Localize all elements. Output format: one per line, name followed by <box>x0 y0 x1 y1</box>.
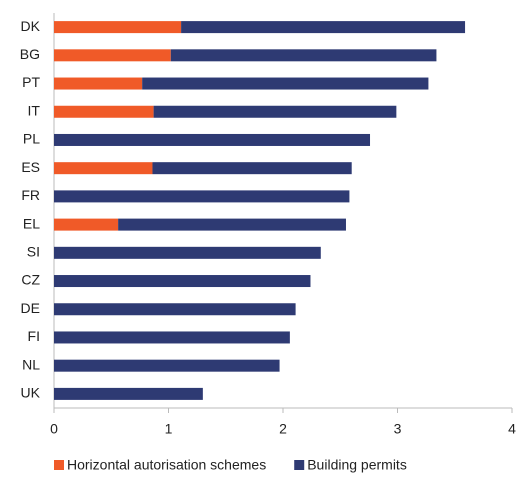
y-tick-label: NL <box>22 356 40 372</box>
x-tick-label: 3 <box>394 421 402 437</box>
bar-segment <box>54 246 321 259</box>
y-tick-label: CZ <box>21 272 40 288</box>
y-tick-label: EL <box>23 215 40 231</box>
bar-segment <box>54 190 350 203</box>
bar-segment <box>142 77 429 90</box>
x-tick-label: 4 <box>508 421 516 437</box>
y-tick-label: FI <box>28 328 40 344</box>
y-tick-label: IT <box>28 102 41 118</box>
bar-segment <box>54 359 280 372</box>
legend-label: Horizontal autorisation schemes <box>67 457 266 473</box>
bar-segment <box>54 331 290 344</box>
y-tick-label: ES <box>21 159 40 175</box>
bar-segment <box>152 162 352 175</box>
bar-segment <box>54 133 371 146</box>
bar-segment <box>54 105 154 118</box>
bar-segment <box>54 77 143 90</box>
x-tick-label: 1 <box>165 421 173 437</box>
bar-segment <box>170 49 437 62</box>
legend-swatch <box>294 460 305 470</box>
legend-swatch <box>54 460 64 470</box>
y-tick-label: UK <box>21 385 41 401</box>
x-tick-label: 0 <box>50 421 58 437</box>
y-tick-label: DE <box>21 300 40 316</box>
y-tick-label: PT <box>22 74 40 90</box>
bar-segment <box>54 303 296 316</box>
x-tick-label: 2 <box>279 421 287 437</box>
bar-segment <box>54 49 171 62</box>
y-tick-label: DK <box>21 18 41 34</box>
bar-segment <box>153 105 397 118</box>
y-tick-label: FR <box>21 187 40 203</box>
bar-segment <box>54 21 182 34</box>
y-tick-label: PL <box>23 131 40 147</box>
y-tick-label: SI <box>27 244 40 260</box>
bar-segment <box>54 218 119 231</box>
bar-segment <box>54 387 203 400</box>
bar-segment <box>54 162 153 175</box>
bar-segment <box>54 275 311 288</box>
legend-label: Building permits <box>307 457 407 473</box>
bar-segment <box>118 218 346 231</box>
y-tick-label: BG <box>20 46 40 62</box>
bar-segment <box>181 21 466 34</box>
